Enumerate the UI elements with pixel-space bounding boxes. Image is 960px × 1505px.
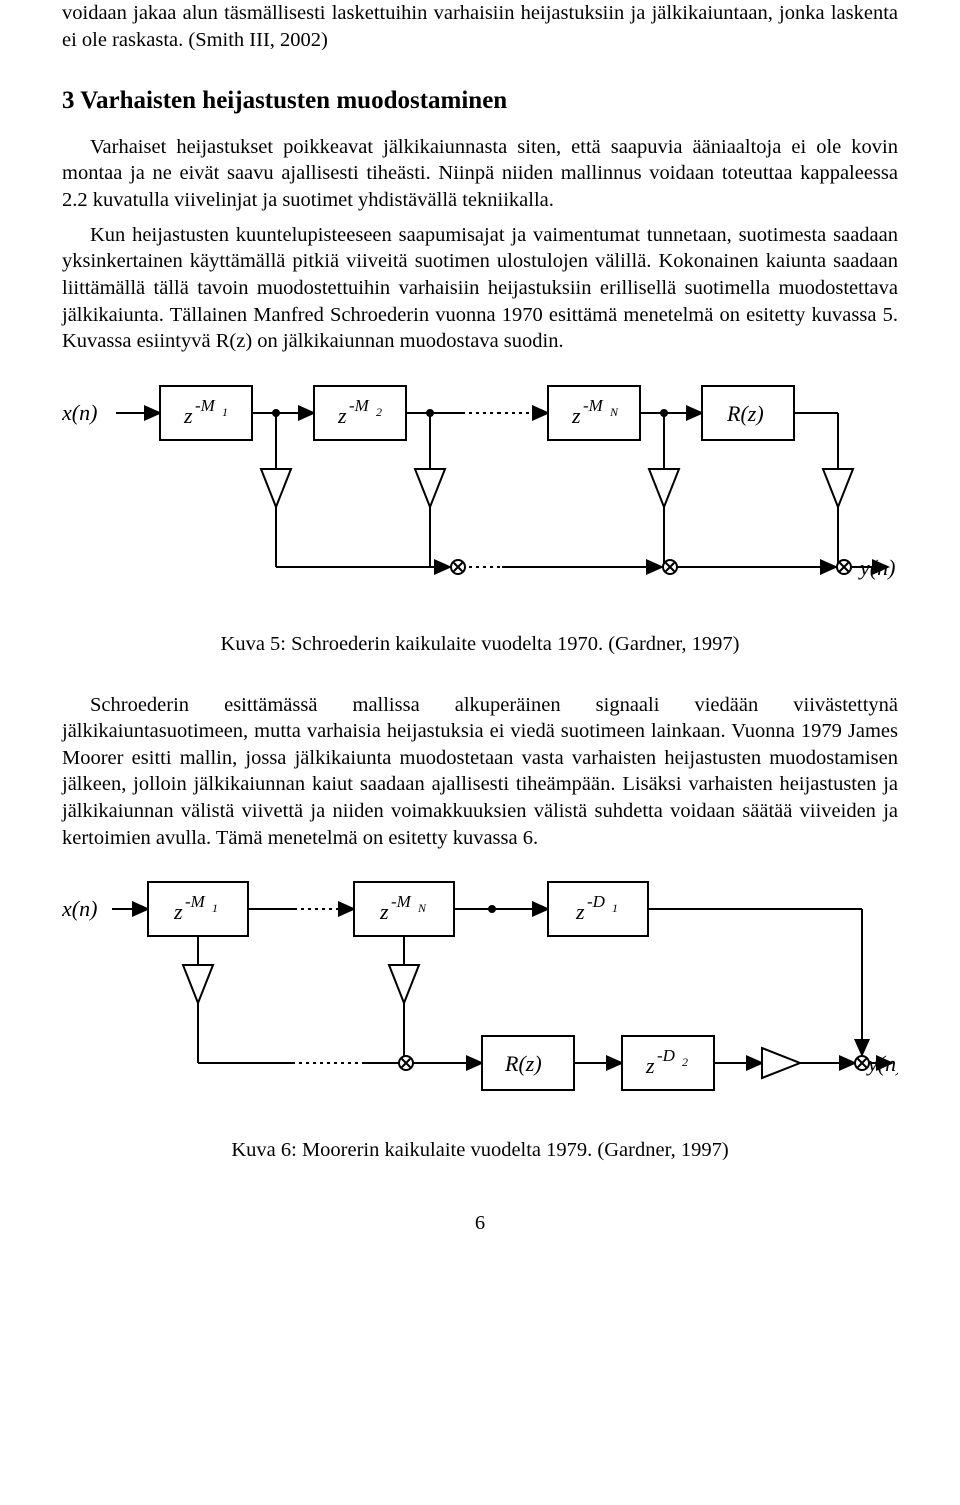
svg-text:z: z: [337, 403, 347, 428]
svg-text:2: 2: [682, 1055, 688, 1069]
fig6-xn: x(n): [62, 896, 97, 921]
figure-5-caption: Kuva 5: Schroederin kaikulaite vuodelta …: [62, 631, 898, 658]
svg-text:-M: -M: [583, 396, 604, 415]
fig5-yn: y(n): [858, 555, 895, 580]
svg-text:-D: -D: [657, 1046, 676, 1065]
svg-text:z: z: [379, 899, 389, 924]
svg-text:z: z: [575, 899, 585, 924]
figure-6: x(n) z -M 1 z -M N z -D 1 R(z) z -D 2 y(…: [62, 879, 898, 1115]
fig6-yn: y(n): [866, 1051, 898, 1076]
fig5-block-Rz: R(z): [726, 401, 764, 426]
svg-text:1: 1: [222, 405, 228, 419]
intro-continuation: voidaan jakaa alun täsmällisesti laskett…: [62, 0, 898, 53]
svg-text:1: 1: [612, 901, 618, 915]
figure-5: x(n) z -M 1 z -M 2 z -M N R(z) y(n): [62, 383, 898, 609]
body-p4: Schroederin esittämässä mallissa alkuper…: [62, 692, 898, 852]
page-number: 6: [62, 1210, 898, 1237]
svg-text:z: z: [173, 899, 183, 924]
svg-text:z: z: [571, 403, 581, 428]
svg-text:-M: -M: [349, 396, 370, 415]
svg-text:-D: -D: [587, 892, 606, 911]
svg-text:z: z: [645, 1053, 655, 1078]
svg-text:-M: -M: [391, 892, 412, 911]
svg-text:-M: -M: [185, 892, 206, 911]
body-p3: Kun heijastusten kuuntelupisteeseen saap…: [62, 222, 898, 355]
svg-text:2: 2: [376, 405, 382, 419]
svg-text:N: N: [417, 901, 427, 915]
svg-text:z: z: [183, 403, 193, 428]
figure-6-caption: Kuva 6: Moorerin kaikulaite vuodelta 197…: [62, 1137, 898, 1164]
fig6-block-Rz: R(z): [504, 1051, 542, 1076]
svg-text:1: 1: [212, 901, 218, 915]
svg-text:-M: -M: [195, 396, 216, 415]
section-heading: 3 Varhaisten heijastusten muodostaminen: [62, 85, 898, 118]
svg-text:N: N: [609, 405, 619, 419]
fig5-xn: x(n): [62, 400, 97, 425]
body-p2: Varhaiset heijastukset poikkeavat jälkik…: [62, 134, 898, 214]
